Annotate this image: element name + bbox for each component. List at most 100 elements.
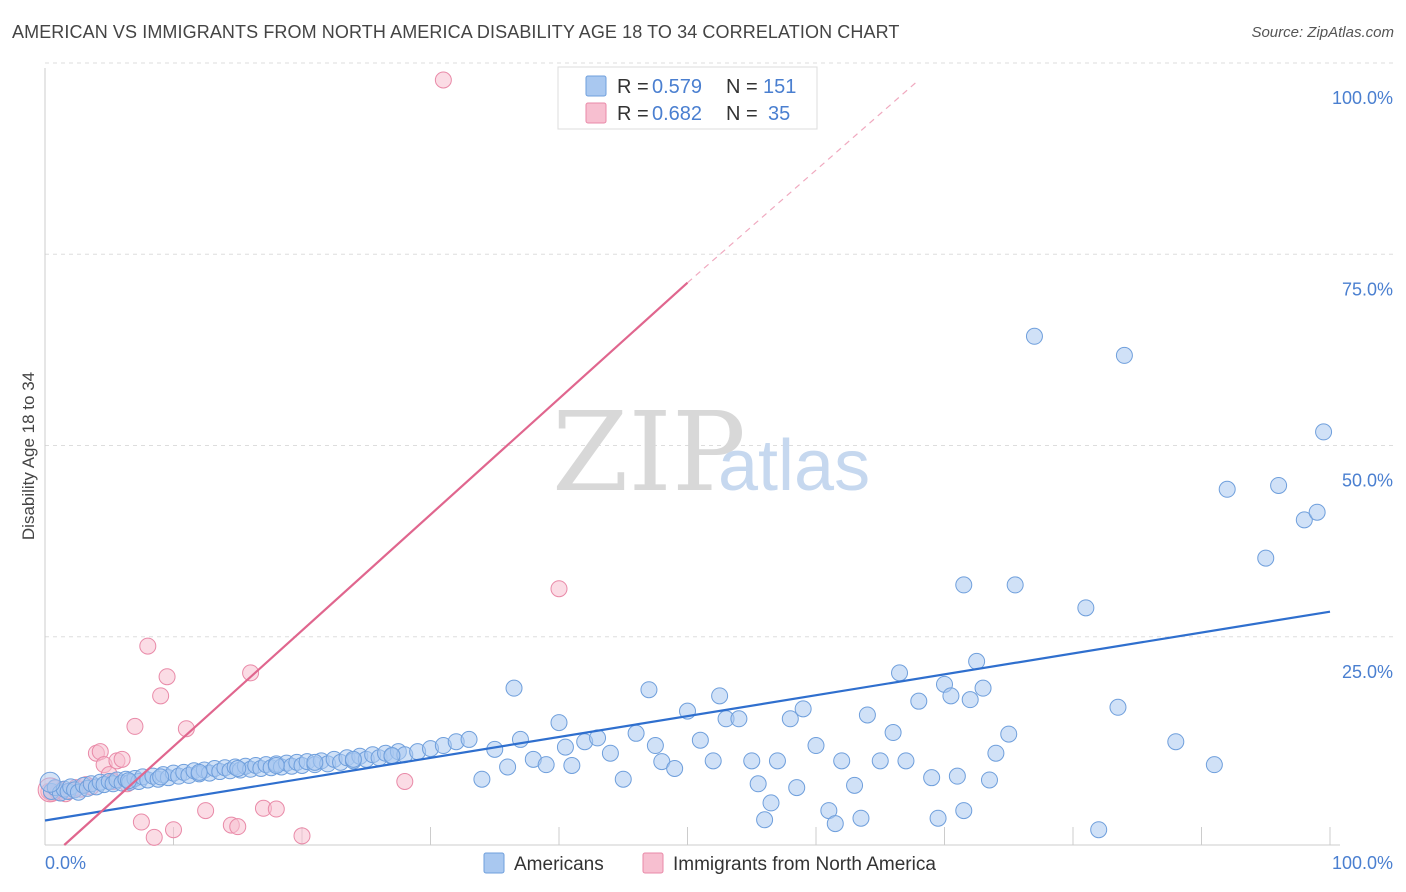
americans-point <box>640 681 658 699</box>
americans-point <box>768 752 786 770</box>
americans-point <box>704 752 722 770</box>
bottom-legend-immigrants: Immigrants from North America <box>673 854 936 875</box>
americans-point <box>383 746 401 764</box>
americans-point <box>1218 480 1236 498</box>
americans-point <box>473 770 491 788</box>
americans-point <box>627 724 645 742</box>
americans-point <box>807 737 825 755</box>
americans-point <box>968 652 986 670</box>
immigrants-point <box>132 813 150 831</box>
americans-point <box>1109 698 1127 716</box>
americans-point <box>762 794 780 812</box>
americans-point <box>826 815 844 833</box>
legend-swatch-americans <box>585 75 607 97</box>
americans-point <box>974 679 992 697</box>
legend-r-value-1: 0.579 <box>652 76 702 98</box>
americans-point <box>1115 346 1133 364</box>
americans-point <box>1295 511 1313 529</box>
americans-point <box>891 664 909 682</box>
americans-point <box>691 731 709 749</box>
americans-point <box>39 771 61 793</box>
americans-point <box>910 692 928 710</box>
americans-point <box>460 730 478 748</box>
americans-point <box>884 724 902 742</box>
immigrants-point <box>229 818 247 836</box>
axes <box>44 68 1340 846</box>
watermark-atlas: atlas <box>718 426 870 506</box>
americans-point <box>1025 327 1043 345</box>
americans-point <box>781 710 799 728</box>
legend-r-value-2: 0.682 <box>652 103 702 125</box>
bottom-legend-americans: Americans <box>514 854 604 875</box>
americans-point <box>833 752 851 770</box>
americans-point <box>556 738 574 756</box>
series-americans-points <box>39 327 1333 839</box>
americans-point <box>152 768 170 786</box>
americans-point <box>948 767 966 785</box>
americans-point <box>1257 549 1275 567</box>
y-axis-label: Disability Age 18 to 34 <box>19 372 38 540</box>
bottom-legend-swatch-americans <box>483 852 505 874</box>
y-tick-label: 25.0% <box>1342 662 1393 682</box>
americans-point <box>794 700 812 718</box>
americans-point <box>1308 503 1326 521</box>
americans-point <box>1315 423 1333 441</box>
watermark: ZIP atlas <box>552 388 870 516</box>
americans-point <box>1077 599 1095 617</box>
americans-point <box>550 714 568 732</box>
immigrants-point <box>152 687 170 705</box>
legend-n-label-2: N = <box>726 103 758 125</box>
americans-point <box>852 809 870 827</box>
x-tick-label-left: 0.0% <box>45 853 86 873</box>
americans-point <box>1006 576 1024 594</box>
americans-point <box>614 770 632 788</box>
legend-n-value-1: 151 <box>763 76 796 98</box>
americans-point <box>267 756 285 774</box>
americans-point <box>858 706 876 724</box>
americans-point <box>537 756 555 774</box>
y-tick-label: 100.0% <box>1332 88 1393 108</box>
immigrants-point <box>396 773 414 791</box>
americans-point <box>929 809 947 827</box>
americans-point <box>1000 725 1018 743</box>
americans-point <box>229 760 247 777</box>
legend-n-value-2: 35 <box>768 103 790 125</box>
americans-point <box>563 756 581 774</box>
americans-point <box>980 771 998 789</box>
legend-swatch-immigrants <box>585 102 607 124</box>
americans-point <box>923 769 941 787</box>
x-tick-label-right: 100.0% <box>1332 853 1393 873</box>
americans-point <box>344 750 362 768</box>
americans-point <box>955 802 973 820</box>
americans-point <box>1270 476 1288 494</box>
americans-point <box>306 753 324 771</box>
americans-point <box>942 687 960 705</box>
americans-point <box>756 811 774 829</box>
immigrants-point <box>434 71 452 89</box>
immigrants-point <box>242 664 260 682</box>
bottom-legend-swatch-immigrants <box>642 852 664 874</box>
chart-source: Source: ZipAtlas.com <box>1251 24 1394 41</box>
americans-point <box>505 679 523 697</box>
stats-legend: R = 0.579 N = 151 R = 0.682 N = 35 <box>557 66 818 130</box>
americans-point <box>190 763 208 781</box>
americans-point <box>1205 756 1223 774</box>
immigrants-point <box>165 821 182 839</box>
immigrants-point <box>145 828 163 846</box>
immigrants-point <box>550 580 568 598</box>
immigrants-point <box>126 717 144 735</box>
y-tick-label: 50.0% <box>1342 471 1393 491</box>
immigrants-point <box>113 750 131 768</box>
immigrants-point <box>139 637 157 655</box>
americans-point <box>961 691 979 709</box>
americans-point <box>1167 733 1185 751</box>
americans-point <box>846 776 864 794</box>
x-tick-labels: 0.0% 100.0% <box>45 853 1393 873</box>
americans-point <box>646 737 664 755</box>
y-tick-label: 75.0% <box>1342 279 1393 299</box>
watermark-zip: ZIP <box>552 388 746 516</box>
immigrants-point <box>293 827 311 845</box>
americans-point <box>871 752 889 770</box>
americans-point <box>955 576 973 594</box>
